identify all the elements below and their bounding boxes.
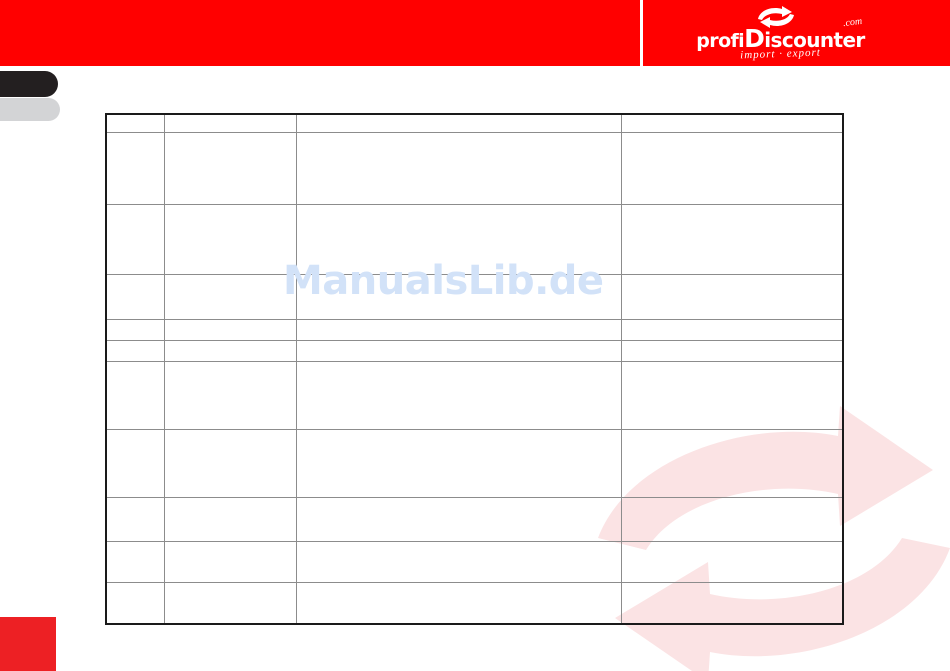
- table-cell-col_b: [163, 360, 297, 430]
- table-row: [105, 273, 844, 320]
- header-band: [0, 0, 950, 66]
- logo-suffix: iscounter: [764, 28, 865, 52]
- table-cell-col_c: [295, 273, 622, 320]
- sidebar-tab-gray: [0, 98, 60, 121]
- table-row: [105, 339, 844, 362]
- table-cell-col_d: [620, 496, 844, 542]
- table-cell-col_a: [105, 428, 165, 498]
- table-cell-col_a: [105, 318, 165, 341]
- table-cell-col_b: [163, 131, 297, 205]
- table-cell-col_d: [620, 360, 844, 430]
- table-cell-col_b: [163, 581, 297, 625]
- table-cell-col_a: [105, 540, 165, 583]
- table-cell-col_c: [295, 203, 622, 275]
- table-row: [105, 113, 844, 133]
- table-cell-col_b: [163, 203, 297, 275]
- table-cell-col_c: [295, 540, 622, 583]
- table-cell-col_c: [295, 131, 622, 205]
- table-cell-col_c: [295, 318, 622, 341]
- table-cell-col_d: [620, 428, 844, 498]
- table-cell-col_c: [295, 496, 622, 542]
- table-row: [105, 428, 844, 498]
- swoosh-arrows-icon: [758, 6, 794, 28]
- table-cell-col_d: [620, 273, 844, 320]
- table-cell-col_a: [105, 273, 165, 320]
- table-row: [105, 203, 844, 275]
- table-cell-col_d: [620, 113, 844, 133]
- table-cell-col_d: [620, 540, 844, 583]
- table-cell-col_a: [105, 496, 165, 542]
- table-row: [105, 496, 844, 542]
- table-cell-col_a: [105, 360, 165, 430]
- table-cell-col_b: [163, 428, 297, 498]
- table-row: [105, 540, 844, 583]
- table-cell-col_c: [295, 581, 622, 625]
- table-cell-col_d: [620, 318, 844, 341]
- table-cell-col_c: [295, 428, 622, 498]
- table-row: [105, 581, 844, 625]
- logo-prefix: profi: [696, 30, 745, 52]
- table-cell-col_b: [163, 339, 297, 362]
- table-cell-col_d: [620, 581, 844, 625]
- table-cell-col_b: [163, 273, 297, 320]
- sidebar-tab-red: [0, 617, 56, 671]
- table-cell-col_c: [295, 113, 622, 133]
- header-divider: [640, 0, 643, 66]
- table-cell-col_b: [163, 496, 297, 542]
- table-row: [105, 131, 844, 205]
- logo-tld: .com: [842, 15, 863, 30]
- table-cell-col_c: [295, 360, 622, 430]
- spec-table-body: [105, 113, 844, 625]
- brand-logo: profiDiscounter .com import · export: [693, 4, 868, 64]
- table-cell-col_a: [105, 581, 165, 625]
- table-cell-col_d: [620, 131, 844, 205]
- table-cell-col_b: [163, 318, 297, 341]
- table-cell-col_c: [295, 339, 622, 362]
- table-cell-col_a: [105, 131, 165, 205]
- logo-cap: D: [744, 24, 765, 53]
- table-cell-col_a: [105, 113, 165, 133]
- table-cell-col_a: [105, 339, 165, 362]
- table-cell-col_a: [105, 203, 165, 275]
- table-row: [105, 318, 844, 341]
- table-row: [105, 360, 844, 430]
- table-cell-col_b: [163, 540, 297, 583]
- spec-table-element: [105, 113, 844, 625]
- specification-table: [105, 113, 844, 625]
- table-cell-col_b: [163, 113, 297, 133]
- logo-wordmark: profiDiscounter: [693, 26, 868, 52]
- sidebar-tab-dark: [0, 71, 58, 97]
- table-cell-col_d: [620, 203, 844, 275]
- table-cell-col_d: [620, 339, 844, 362]
